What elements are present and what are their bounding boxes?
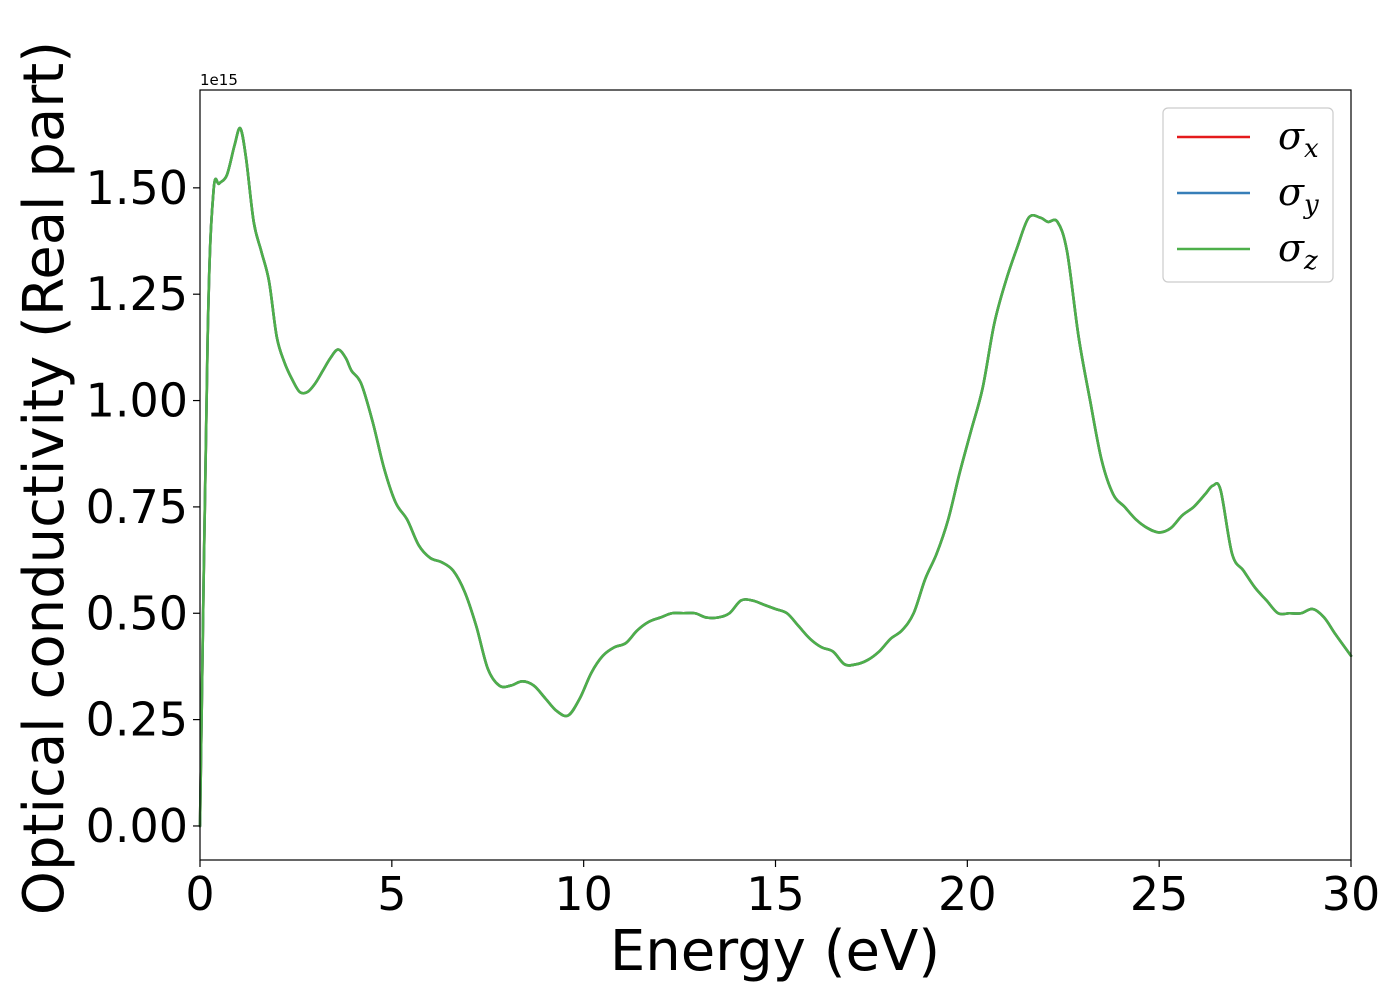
y-tick-label: 0.00 [86, 799, 188, 853]
y-axis-ticks: 0.00 0.25 0.50 0.75 1.00 1.25 1.50 [86, 161, 200, 853]
y-tick-label: 0.75 [86, 480, 188, 534]
x-tick-label: 15 [746, 867, 805, 921]
x-tick-label: 20 [938, 867, 997, 921]
y-offset-label: 1e15 [200, 71, 238, 89]
series-line-z [198, 126, 1353, 828]
x-tick-label: 10 [554, 867, 613, 921]
legend-box [1162, 107, 1334, 283]
y-axis-title: Optical conductivity (Real part) [12, 41, 77, 915]
x-axis-ticks: 0 5 10 15 20 25 30 [185, 860, 1380, 921]
y-tick-label: 0.25 [86, 693, 188, 747]
series-layer [198, 126, 1353, 828]
x-axis-title: Energy (eV) [610, 919, 940, 984]
x-tick-label: 5 [377, 867, 406, 921]
y-tick-label: 1.00 [86, 374, 188, 428]
y-tick-label: 1.50 [86, 161, 188, 215]
plot-area [200, 90, 1351, 860]
x-tick-label: 0 [185, 867, 214, 921]
y-tick-label: 1.25 [86, 267, 188, 321]
x-tick-label: 30 [1322, 867, 1381, 921]
y-tick-label: 0.50 [86, 586, 188, 640]
x-tick-label: 25 [1130, 867, 1189, 921]
